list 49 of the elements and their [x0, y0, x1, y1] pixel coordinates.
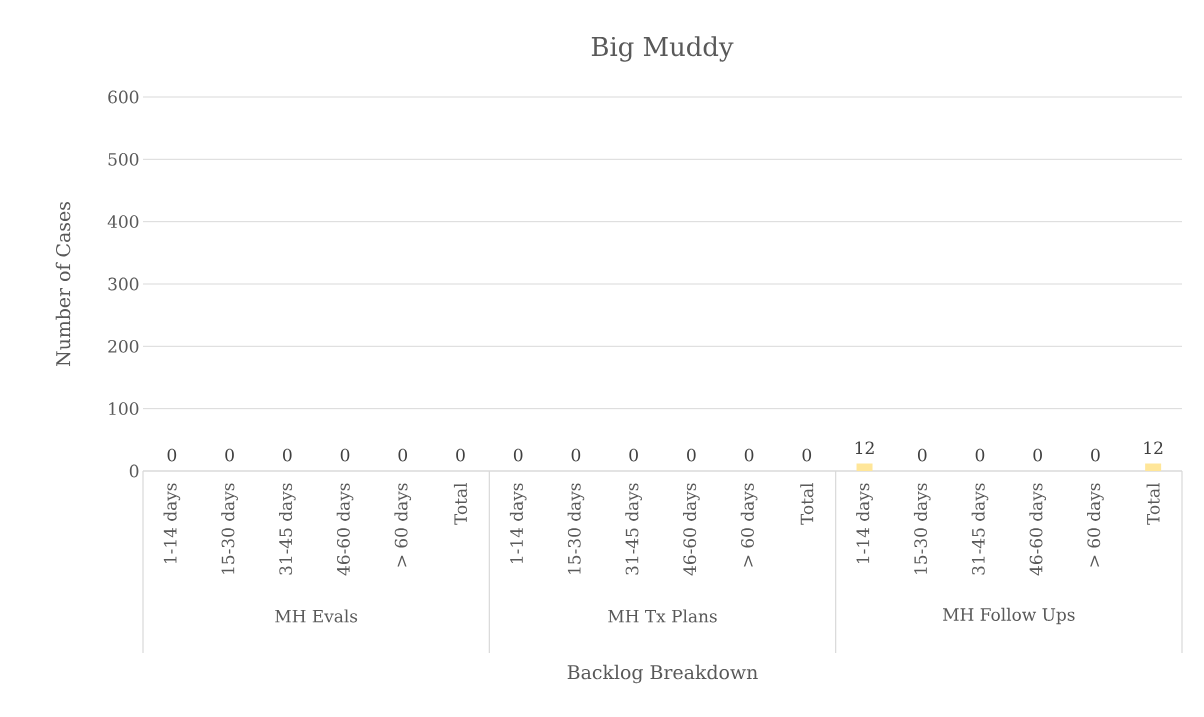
data-label: 0	[456, 448, 465, 462]
x-axis-title: Backlog Breakdown	[567, 664, 758, 684]
data-label: 0	[398, 448, 408, 462]
y-tick-label: 0	[129, 464, 139, 478]
x-tick-label: > 60 days	[394, 483, 412, 567]
data-label: 0	[513, 448, 523, 462]
data-label: 0	[167, 448, 177, 462]
x-tick-label: 15-30 days	[913, 483, 931, 574]
y-tick-label: 100	[109, 402, 139, 416]
y-tick-label: 600	[108, 90, 139, 104]
x-tick-label: > 60 days	[740, 483, 758, 567]
x-tick-label: 31-45 days	[625, 483, 642, 575]
data-label: 0	[629, 448, 638, 462]
x-tick-label: 46-60 days	[1029, 483, 1047, 576]
data-label: 12	[855, 441, 874, 454]
x-tick-label: 46-60 days	[336, 483, 354, 576]
x-tick-label: Total	[453, 483, 468, 525]
data-label: 0	[802, 448, 812, 462]
text: MH Follow Ups	[943, 607, 1075, 625]
x-tick-label: 15-30 days	[221, 483, 238, 574]
x-tick-label: 31-45 days	[278, 483, 296, 575]
data-label: 0	[1091, 448, 1100, 462]
x-tick-label: 1-14 days	[509, 483, 527, 564]
data-label: 12	[1144, 441, 1163, 454]
x-tick-label: 31-45 days	[971, 483, 989, 575]
x-tick-label: Total	[1146, 483, 1160, 525]
data-label: 0	[1033, 448, 1042, 462]
y-tick-label: 200	[108, 339, 139, 353]
y-tick-label: 300	[108, 277, 139, 291]
text: MH Tx Plans	[608, 609, 717, 623]
x-tick-label: Total	[800, 483, 814, 525]
y-tick-label: 400	[107, 215, 139, 229]
x-tick-label: 1-14 days	[856, 483, 873, 564]
y-tick-label: 500	[108, 152, 139, 166]
text: MH Evals	[275, 609, 358, 623]
y-axis-title: Number of Cases	[55, 202, 71, 367]
data-label: 0	[571, 448, 581, 462]
data-label: 0	[340, 448, 350, 462]
x-tick-label: 15-30 days	[567, 483, 585, 574]
x-tick-label: > 60 days	[1087, 483, 1104, 567]
data-label: 0	[283, 448, 292, 462]
x-tick-label: 46-60 days	[683, 483, 700, 576]
data-label: 0	[225, 448, 234, 462]
data-label: 0	[687, 448, 696, 462]
x-tick-label: 1-14 days	[163, 483, 181, 564]
data-label: 0	[744, 448, 754, 462]
data-label: 0	[975, 448, 985, 462]
chart-title: Big Muddy	[591, 36, 734, 62]
data-label: 0	[917, 448, 927, 462]
